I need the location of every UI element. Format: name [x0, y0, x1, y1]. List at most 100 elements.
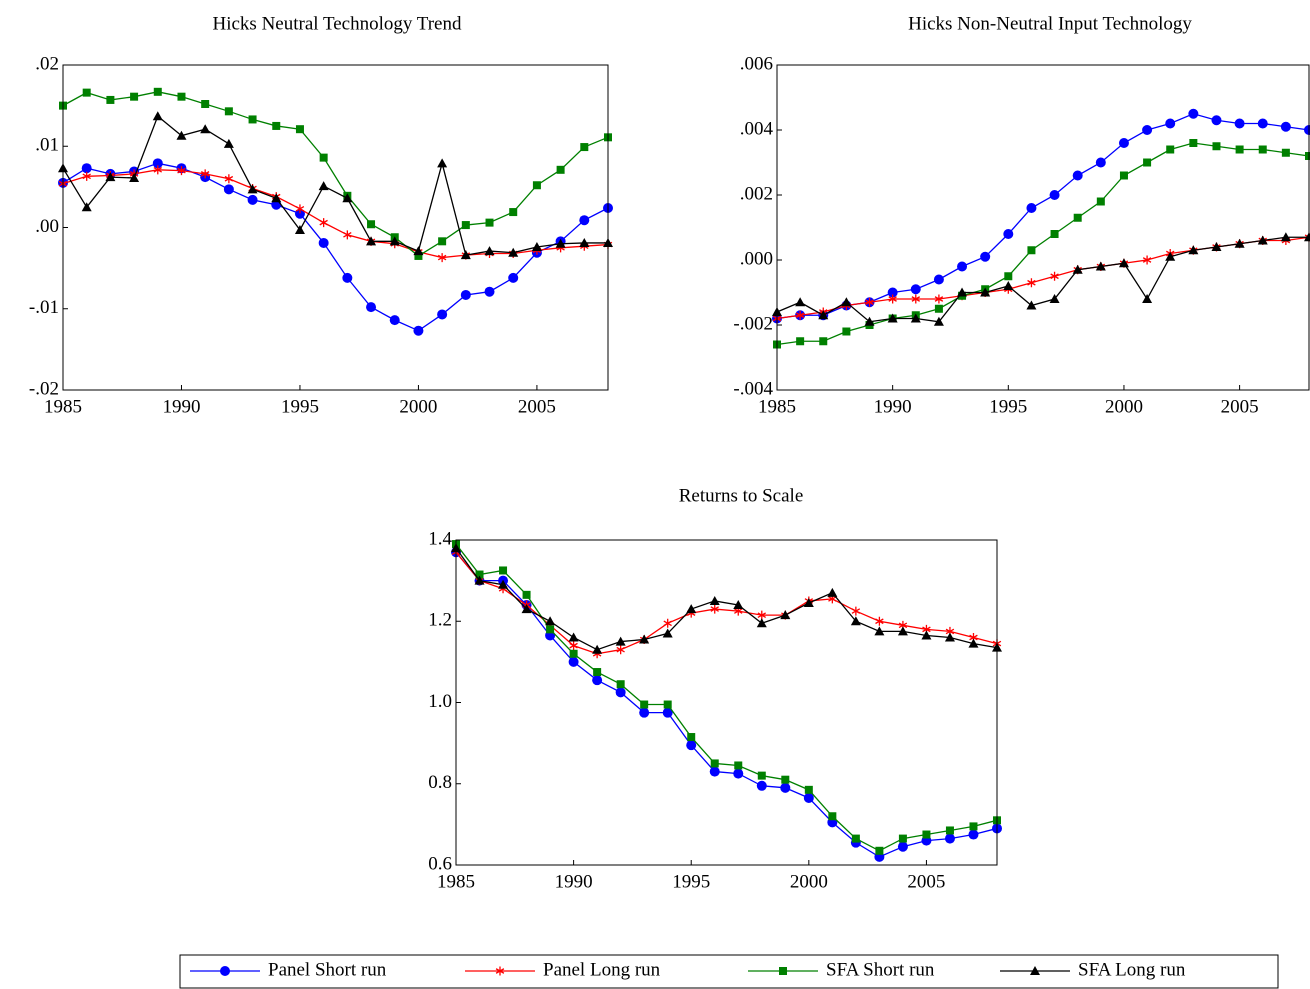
- marker: [710, 604, 719, 614]
- marker: [888, 294, 897, 304]
- chart-title: Hicks Non-Neutral Input Technology: [908, 13, 1192, 34]
- marker: [874, 626, 885, 636]
- marker: [1142, 125, 1153, 135]
- marker: [531, 242, 542, 251]
- marker: [522, 590, 531, 599]
- x-tick-label: 2000: [790, 871, 828, 892]
- marker: [1026, 203, 1037, 213]
- subplot: Hicks Non-Neutral Input Technology -.004 -…: [733, 13, 1310, 417]
- marker: [687, 733, 696, 742]
- marker: [1095, 261, 1106, 271]
- marker: [1189, 139, 1198, 147]
- series-line: [776, 142, 1310, 346]
- marker: [247, 184, 258, 194]
- x-tick-label: 2005: [518, 396, 556, 417]
- marker: [495, 966, 505, 976]
- marker: [177, 92, 186, 101]
- marker: [438, 237, 447, 246]
- marker: [662, 628, 673, 638]
- marker: [709, 766, 720, 777]
- y-tick-label: .000: [740, 248, 773, 269]
- marker: [944, 632, 955, 642]
- marker: [177, 166, 186, 176]
- marker: [1235, 145, 1244, 154]
- marker: [223, 138, 234, 148]
- marker: [922, 830, 931, 839]
- marker: [1026, 300, 1037, 310]
- marker: [1004, 272, 1013, 281]
- x-tick-label: 2000: [399, 396, 437, 417]
- marker: [933, 316, 944, 326]
- y-tick-label: .002: [740, 183, 773, 204]
- x-tick-label: 1995: [672, 871, 710, 892]
- marker: [176, 130, 187, 140]
- marker: [796, 337, 805, 346]
- marker: [81, 163, 92, 174]
- marker: [1118, 138, 1129, 148]
- marker: [318, 237, 329, 248]
- marker: [220, 966, 230, 976]
- marker: [82, 88, 91, 97]
- y-tick-label: -.01: [29, 297, 59, 318]
- marker: [968, 638, 979, 648]
- x-tick-label: 1985: [44, 396, 82, 417]
- marker: [106, 95, 115, 104]
- legend-box: [179, 954, 1279, 989]
- marker: [1003, 281, 1014, 290]
- marker: [247, 194, 258, 205]
- marker: [795, 297, 806, 307]
- marker: [130, 92, 139, 101]
- marker: [413, 325, 424, 336]
- marker: [851, 834, 860, 843]
- chart-title: Returns to Scale: [679, 485, 804, 506]
- marker: [842, 327, 851, 336]
- x-tick-label: 1985: [437, 871, 475, 892]
- marker: [568, 632, 579, 642]
- y-tick-label: .004: [740, 118, 774, 139]
- marker: [921, 630, 932, 640]
- marker: [933, 274, 944, 285]
- marker: [318, 181, 329, 191]
- marker: [555, 238, 566, 248]
- marker: [733, 768, 744, 779]
- marker: [910, 284, 921, 295]
- marker: [710, 759, 719, 768]
- x-tick-label: 2005: [907, 871, 945, 892]
- marker: [616, 645, 625, 655]
- marker: [592, 675, 603, 686]
- marker: [1142, 255, 1152, 265]
- series-line: [776, 236, 1309, 323]
- marker: [1234, 238, 1245, 248]
- marker: [592, 644, 603, 654]
- marker: [366, 302, 377, 313]
- legend-label: Panel Short run: [268, 959, 387, 980]
- marker: [389, 236, 400, 246]
- marker: [200, 124, 211, 134]
- marker: [934, 304, 943, 313]
- marker: [319, 153, 328, 162]
- marker: [803, 792, 814, 803]
- marker: [910, 313, 921, 323]
- marker: [780, 610, 791, 620]
- marker: [367, 220, 376, 229]
- marker: [1234, 118, 1245, 129]
- marker: [1003, 229, 1014, 239]
- series-line: [455, 551, 998, 655]
- marker: [897, 841, 908, 852]
- marker: [865, 297, 874, 307]
- x-tick-label: 2000: [1105, 396, 1143, 417]
- marker: [271, 193, 282, 203]
- plot-frame: [455, 539, 998, 866]
- marker: [248, 115, 257, 124]
- marker: [733, 600, 744, 609]
- marker: [569, 649, 578, 658]
- y-tick-label: -.02: [29, 378, 59, 399]
- marker: [639, 634, 650, 644]
- legend: Panel Short run Panel Long run SFA Short r…: [179, 954, 1279, 989]
- marker: [295, 204, 305, 214]
- marker: [1257, 235, 1268, 245]
- marker: [851, 606, 861, 616]
- marker: [1281, 148, 1290, 157]
- marker: [342, 193, 353, 203]
- marker: [485, 218, 494, 227]
